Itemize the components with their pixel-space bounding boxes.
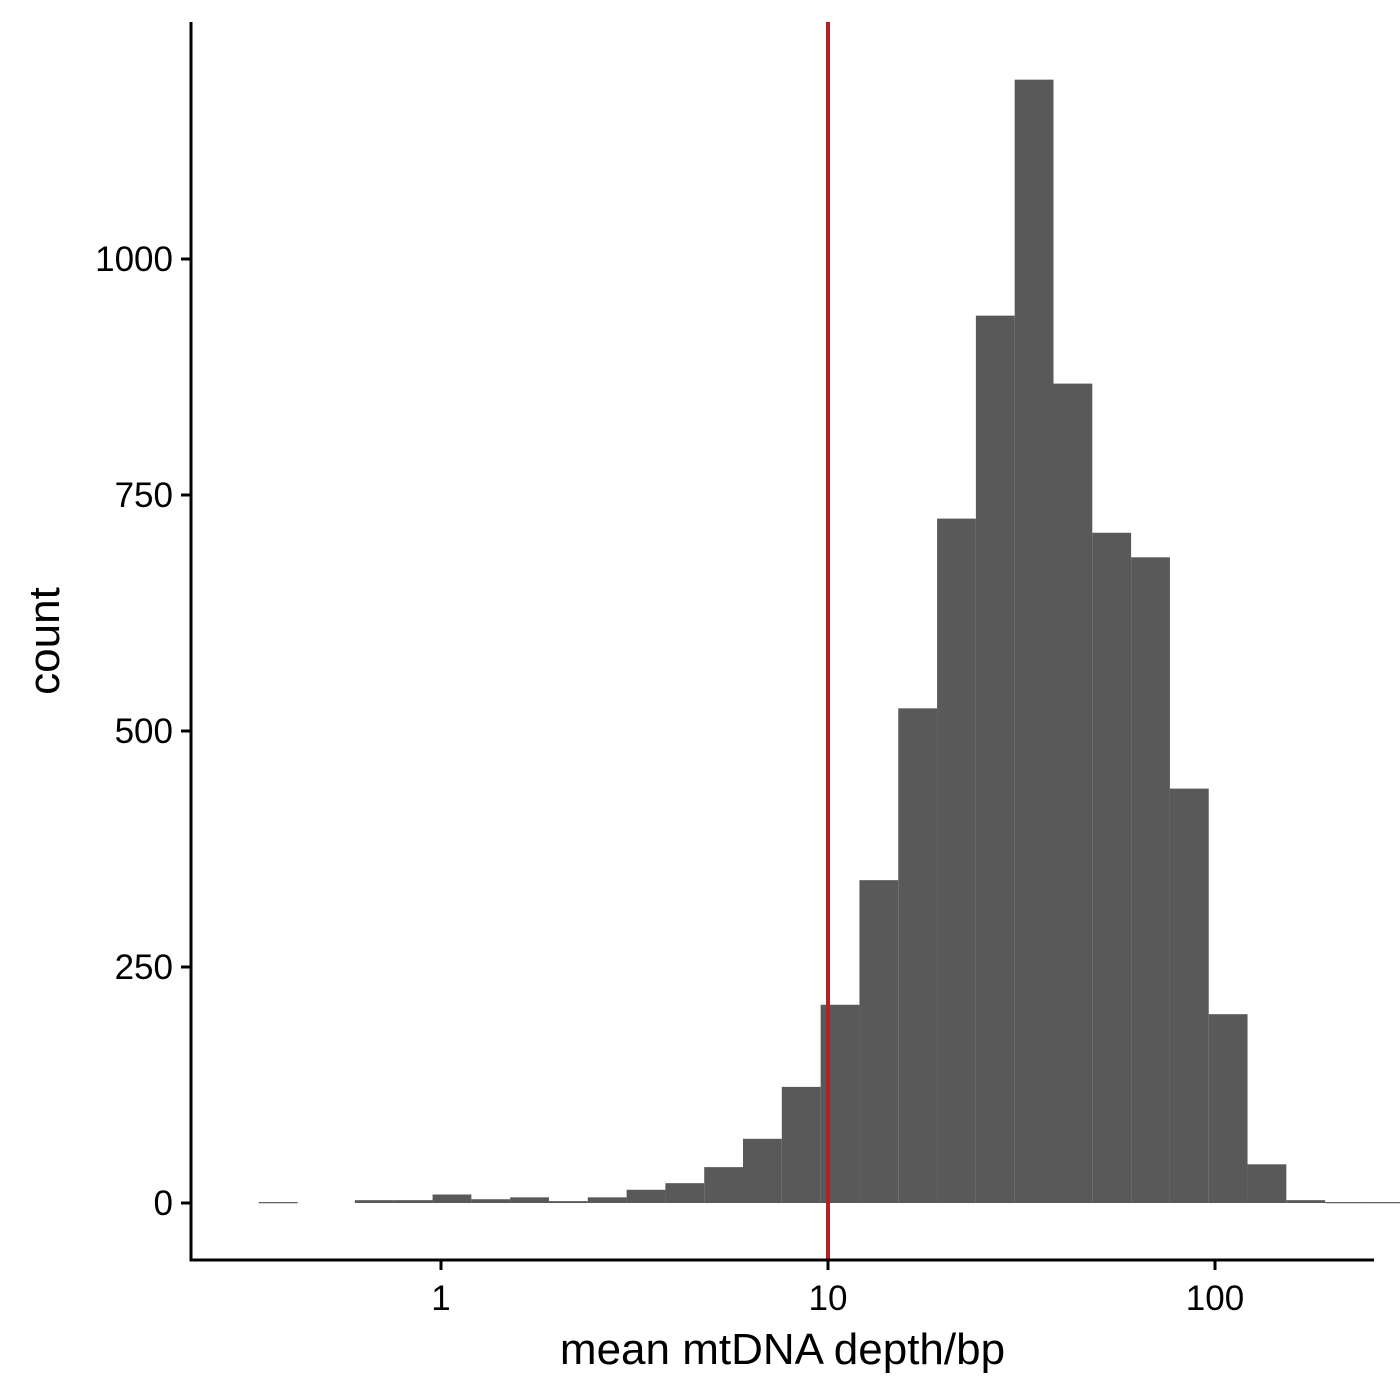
x-tick-label-10: 10 [809,1279,848,1318]
y-tick-label-0: 0 [154,1184,173,1223]
x-axis-ticks: 1 10 100 [431,1260,1244,1318]
y-tick-label-1000: 1000 [95,240,173,279]
histogram-bar-7 [587,1197,627,1203]
histogram-bar-0 [258,1202,298,1204]
y-tick-label-750: 750 [115,476,173,515]
histogram-bars [258,79,1400,1204]
histogram-bar-2 [393,1200,433,1203]
x-axis-title: mean mtDNA depth/bp [560,1325,1005,1374]
histogram-bar-15 [898,708,938,1203]
histogram-bar-24 [1247,1164,1287,1203]
histogram-bar-9 [665,1183,705,1203]
histogram-bar-26 [1325,1202,1364,1204]
y-tick-label-250: 250 [115,948,173,987]
histogram-bar-21 [1131,557,1170,1203]
histogram-bar-11 [743,1138,782,1203]
y-axis-ticks: 0 250 500 750 1000 [95,240,191,1223]
x-tick-label-1: 1 [431,1279,450,1318]
histogram-bar-25 [1286,1200,1326,1203]
y-axis-title: count [20,587,69,695]
y-tick-label-500: 500 [115,712,173,751]
histogram-bar-27 [1363,1202,1400,1204]
histogram-bar-10 [704,1167,744,1203]
histogram-bar-14 [859,880,899,1203]
histogram-bar-5 [510,1197,549,1203]
histogram-bar-3 [432,1194,472,1203]
histogram-bar-22 [1169,788,1209,1203]
histogram-bar-17 [975,315,1015,1203]
histogram-bar-4 [471,1199,511,1203]
histogram-bar-20 [1092,532,1132,1203]
histogram-bar-23 [1208,1014,1248,1203]
histogram-bar-8 [626,1189,666,1203]
x-tick-label-100: 100 [1186,1279,1244,1318]
histogram-bar-6 [548,1201,588,1203]
histogram-bar-1 [354,1200,394,1203]
histogram-bar-19 [1053,383,1093,1203]
histogram-bar-16 [937,518,976,1203]
histogram-bar-18 [1014,79,1054,1203]
histogram-bar-12 [781,1086,821,1203]
